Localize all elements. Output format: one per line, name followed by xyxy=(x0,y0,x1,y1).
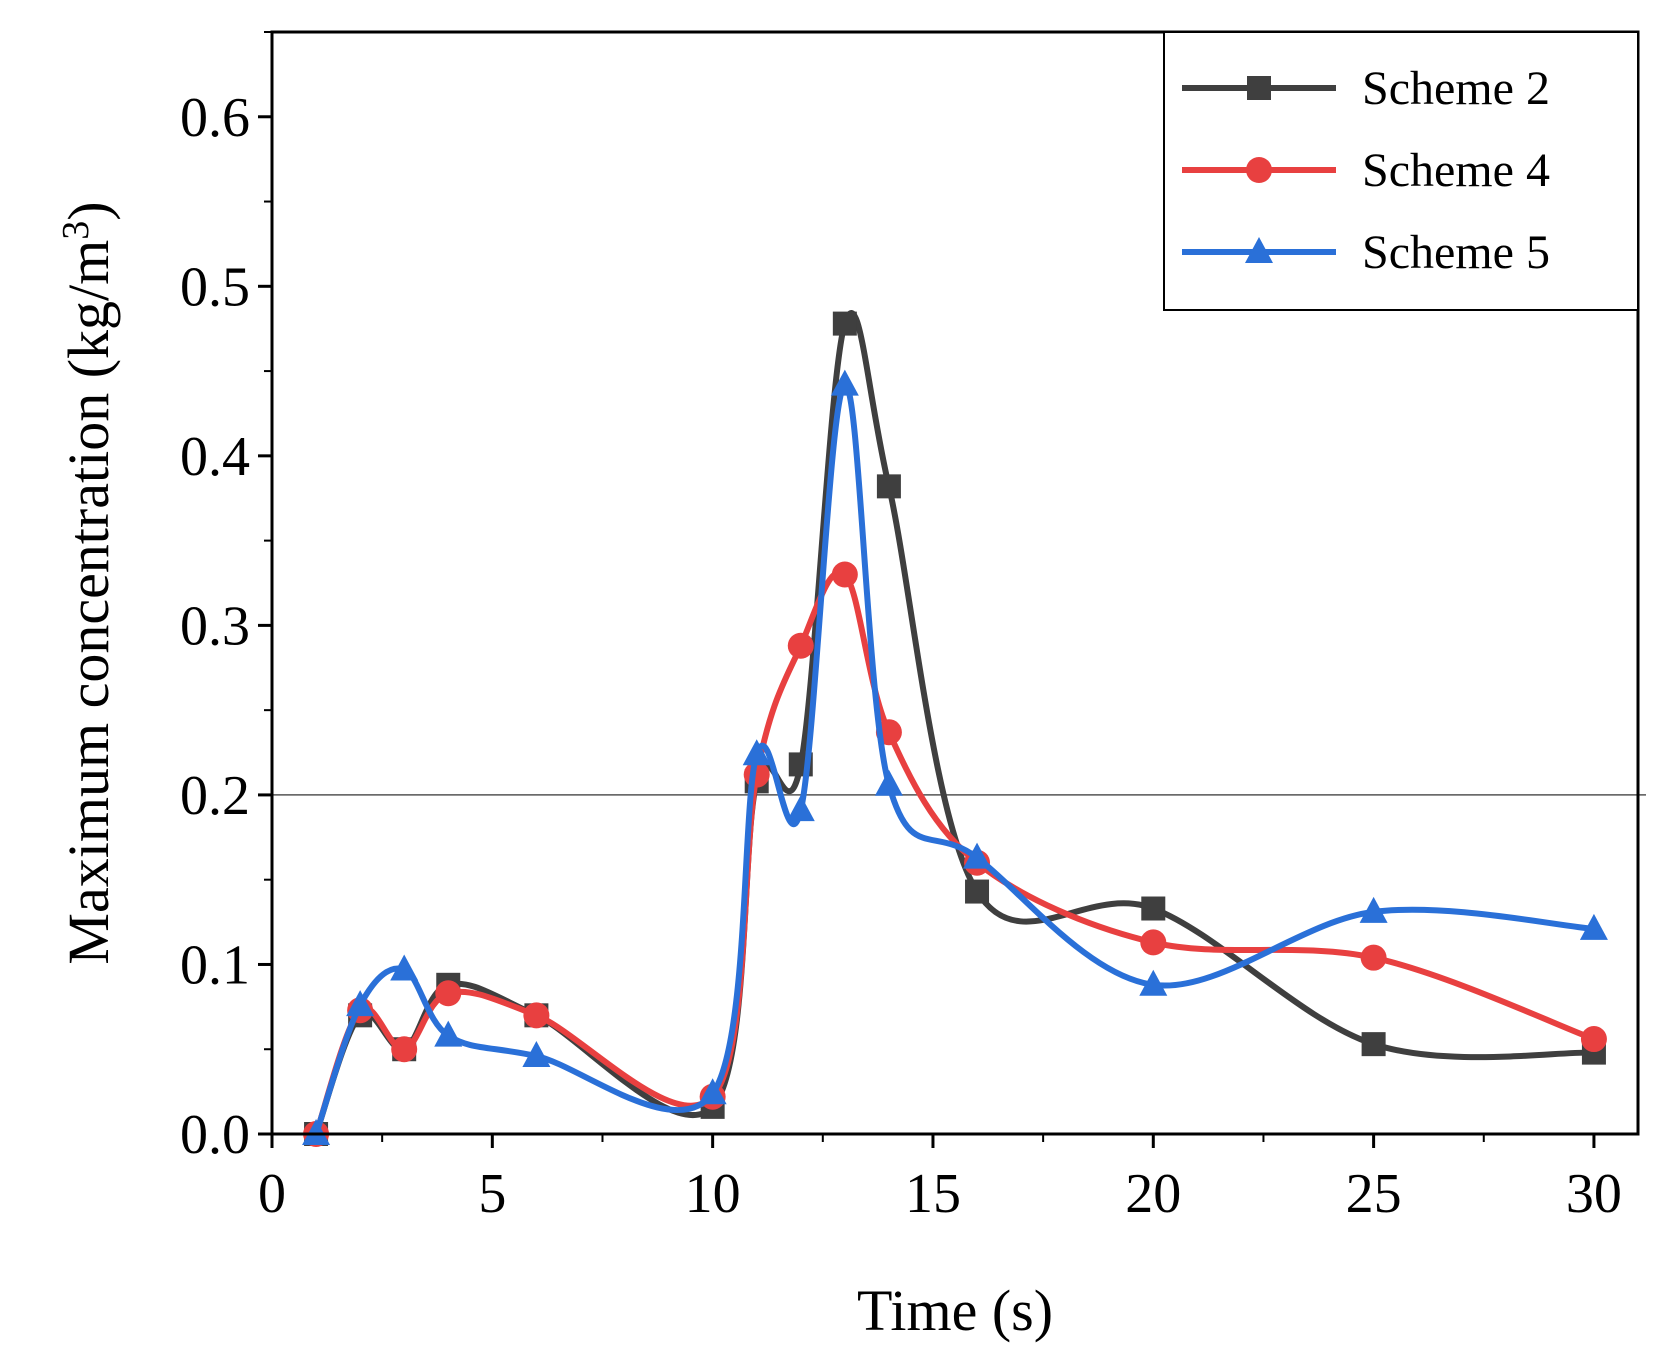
data-point xyxy=(391,1036,418,1063)
data-point xyxy=(1140,929,1167,956)
legend: Scheme 2 Scheme 4 Scheme 5 xyxy=(1163,31,1639,311)
x-tick-label: 30 xyxy=(1566,1163,1622,1225)
data-point xyxy=(435,980,462,1007)
legend-marker xyxy=(1245,237,1273,263)
data-point xyxy=(830,369,859,396)
x-tick-label: 0 xyxy=(258,1163,286,1225)
data-point xyxy=(390,954,419,981)
data-point xyxy=(434,1020,463,1047)
data-point xyxy=(1579,913,1608,940)
x-tick-label: 20 xyxy=(1125,1163,1181,1225)
y-tick-label: 0.4 xyxy=(180,426,250,488)
y-tick-label: 0.2 xyxy=(180,765,250,827)
series-layer xyxy=(302,310,1608,1147)
data-point xyxy=(1580,1026,1607,1053)
data-point xyxy=(874,769,903,796)
data-point xyxy=(1139,969,1168,996)
series-scheme-5 xyxy=(302,369,1608,1145)
legend-label: Scheme 4 xyxy=(1362,144,1550,197)
legend-label: Scheme 5 xyxy=(1362,226,1550,279)
data-point xyxy=(522,1041,551,1068)
x-tick-label: 10 xyxy=(685,1163,741,1225)
data-point xyxy=(832,311,857,336)
y-axis-title-superscript: 3 xyxy=(55,221,97,240)
y-tick-label: 0.3 xyxy=(180,595,250,657)
data-point xyxy=(831,561,858,588)
axis-ticks: 0 5 10 15 20 25 30 0.0 0.1 0.2 0.3 0.4 0.5 0.6 xyxy=(180,31,1622,1225)
legend-marker xyxy=(1246,157,1272,183)
data-point xyxy=(1141,896,1166,921)
data-point xyxy=(1360,944,1387,971)
x-axis-title: Time (s) xyxy=(857,1278,1053,1343)
data-point xyxy=(963,842,992,869)
data-point xyxy=(876,474,901,499)
legend-label: Scheme 2 xyxy=(1362,62,1550,115)
legend-marker xyxy=(1247,76,1271,100)
y-tick-label: 0.5 xyxy=(180,256,250,318)
data-point xyxy=(787,632,814,659)
data-point xyxy=(786,795,815,822)
data-point xyxy=(742,739,771,766)
y-tick-label: 0.6 xyxy=(180,87,250,149)
data-point xyxy=(1361,1032,1386,1057)
data-point xyxy=(523,1002,550,1029)
data-point xyxy=(965,879,990,904)
y-tick-label: 0.0 xyxy=(180,1104,250,1166)
legend-item: Scheme 2 xyxy=(1182,62,1550,115)
y-axis-title: Maximum concentration (kg/m3) xyxy=(55,201,121,964)
x-tick-label: 5 xyxy=(478,1163,506,1225)
data-point xyxy=(698,1078,727,1105)
y-axis-title-main: Maximum concentration (kg/m xyxy=(56,240,121,965)
legend-item: Scheme 5 xyxy=(1182,226,1550,279)
y-axis-title-close: ) xyxy=(56,201,121,220)
x-tick-label: 25 xyxy=(1346,1163,1402,1225)
legend-item: Scheme 4 xyxy=(1182,144,1550,197)
data-point xyxy=(1359,896,1388,923)
y-tick-label: 0.1 xyxy=(180,934,250,996)
x-tick-label: 15 xyxy=(905,1163,961,1225)
data-point xyxy=(346,990,375,1017)
data-point xyxy=(302,1119,331,1145)
plot-area-frame xyxy=(270,30,1640,1136)
